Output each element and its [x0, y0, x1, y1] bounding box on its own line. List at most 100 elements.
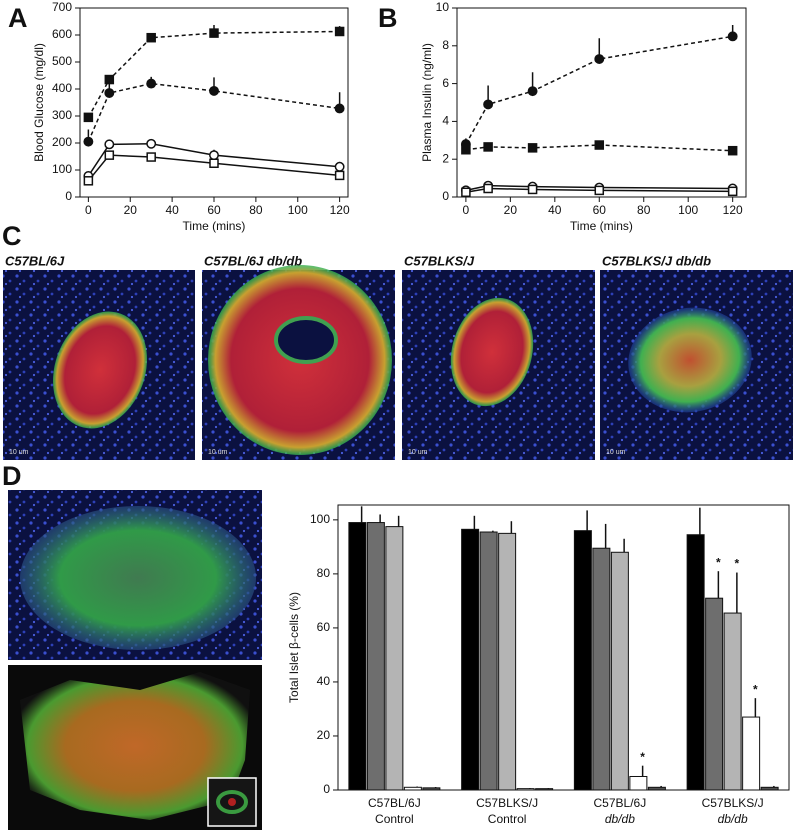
marker	[594, 185, 605, 196]
x-tick-label: 60	[207, 203, 221, 217]
islet	[628, 307, 752, 413]
y-tick-label: 2	[442, 151, 449, 165]
marker	[83, 136, 94, 147]
y-tick-label: 0	[65, 189, 72, 203]
x-tick-label: 0	[463, 203, 470, 217]
marker	[83, 176, 94, 186]
x-tick-label: db/db	[605, 812, 635, 826]
y-tick-label: 80	[317, 566, 331, 580]
marker	[527, 143, 538, 153]
x-tick-label: 80	[637, 203, 651, 217]
y-tick-label: 8	[442, 38, 449, 52]
y-tick-label: 20	[317, 728, 331, 742]
y-tick-label: 0	[442, 189, 449, 203]
x-tick-label: C57BL/6J	[594, 796, 647, 810]
bar	[610, 551, 629, 791]
micrograph-label: C57BL/6J	[5, 253, 65, 268]
marker	[146, 78, 157, 89]
x-tick-label: C57BLKS/J	[476, 796, 538, 810]
y-tick-label: 600	[52, 27, 72, 41]
panel-label: C	[2, 221, 22, 251]
plot-frame	[79, 7, 349, 198]
x-tick-label: 0	[85, 203, 92, 217]
marker	[594, 140, 605, 150]
bar	[461, 528, 480, 791]
y-tick-label: 40	[317, 674, 331, 688]
x-tick-label: 80	[249, 203, 263, 217]
panel-label: A	[8, 3, 28, 33]
x-tick-label: 100	[678, 203, 698, 217]
islet	[20, 506, 256, 650]
micrograph-label: C57BLKS/J	[404, 253, 475, 268]
y-tick-label: 10	[436, 0, 450, 14]
marker	[146, 32, 156, 43]
x-tick-label: 40	[165, 203, 179, 217]
bar	[479, 531, 498, 791]
x-tick-label: 120	[330, 203, 350, 217]
significance-mark: *	[716, 555, 721, 569]
plot-frame	[456, 7, 747, 198]
panel-label: B	[378, 3, 398, 33]
marker	[209, 150, 219, 161]
bar	[366, 522, 385, 791]
marker	[334, 161, 345, 172]
x-tick-label: 120	[723, 203, 743, 217]
marker	[483, 99, 494, 110]
marker	[83, 112, 94, 123]
marker	[209, 28, 219, 38]
y-axis-label: Plasma Insulin (ng/ml)	[420, 43, 434, 162]
y-tick-label: 400	[52, 81, 72, 95]
x-tick-label: 20	[504, 203, 518, 217]
y-tick-label: 300	[52, 108, 72, 122]
significance-mark: *	[735, 557, 740, 571]
scale-bar-label: 10 um	[606, 449, 626, 456]
x-tick-label: db/db	[718, 812, 748, 826]
marker	[594, 54, 605, 64]
marker	[527, 184, 538, 195]
marker	[209, 85, 219, 96]
y-tick-label: 0	[323, 782, 330, 796]
x-tick-label: C57BLKS/J	[702, 796, 764, 810]
y-tick-label: 200	[52, 135, 72, 149]
y-axis-label: Total Islet β-cells (%)	[287, 592, 301, 703]
x-tick-label: 20	[124, 203, 138, 217]
marker	[104, 88, 115, 99]
marker	[146, 152, 156, 162]
micrograph-label: C57BL/6J db/db	[204, 253, 302, 268]
bar	[629, 775, 648, 791]
y-tick-label: 4	[442, 114, 449, 128]
scale-bar-label: 10 um	[208, 449, 228, 456]
bar	[385, 526, 404, 791]
y-tick-label: 60	[317, 620, 331, 634]
x-axis-label: Time (mins)	[183, 219, 246, 233]
islet	[450, 297, 534, 407]
y-axis-label: Blood Glucose (mg/dl)	[32, 43, 46, 162]
marker	[527, 86, 538, 97]
significance-mark: *	[640, 750, 645, 764]
panel-d-images	[8, 490, 262, 830]
marker	[483, 183, 493, 194]
marker	[461, 145, 471, 155]
y-tick-label: 500	[52, 54, 72, 68]
islet	[52, 311, 148, 429]
x-tick-label: 60	[593, 203, 607, 217]
scale-bar-label: 10 um	[408, 449, 428, 456]
marker	[461, 187, 471, 198]
scale-bar-label: 10 um	[9, 449, 29, 456]
micrograph-label: C57BLKS/J db/db	[602, 253, 711, 268]
x-tick-label: Control	[375, 812, 414, 826]
bar	[686, 534, 705, 791]
marker	[146, 138, 157, 149]
marker	[727, 186, 738, 197]
marker	[209, 158, 219, 168]
panel-label: D	[2, 461, 22, 491]
marker	[104, 139, 115, 150]
x-tick-label: 100	[288, 203, 308, 217]
y-tick-label: 6	[442, 76, 449, 90]
x-tick-label: Control	[488, 812, 527, 826]
y-tick-label: 100	[310, 512, 330, 526]
marker	[727, 31, 738, 42]
x-axis-label: Time (mins)	[570, 219, 633, 233]
bar	[742, 716, 761, 791]
